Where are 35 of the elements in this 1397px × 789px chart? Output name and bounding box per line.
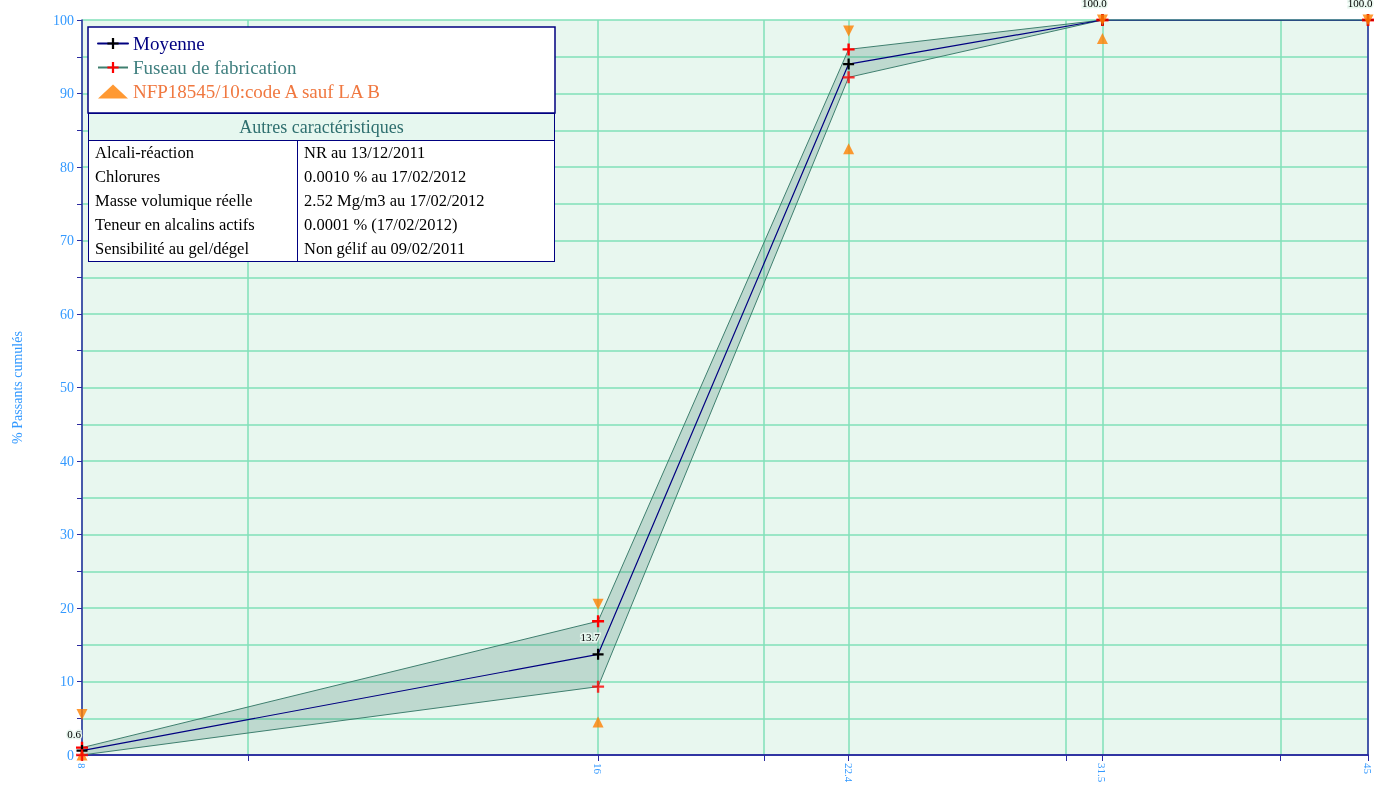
x-tick-label: 22.4 [842,763,855,783]
x-tick-label: 31.5 [1096,763,1109,783]
x-tick-label: 45 [1362,763,1374,775]
y-tick-label: 30 [60,527,74,542]
y-tick-label: 40 [60,453,74,469]
annotation: 2.52 Mg/m3 au 17/02/2012 [303,190,486,212]
annotation: Alcali-réaction [89,141,298,165]
annotation: Masse volumique réelle [89,189,298,213]
annotation: Non gélif au 09/02/2011 [303,238,467,260]
annotation: Chlorures [89,165,298,189]
annotation: Sensibilité au gel/dégel [89,237,298,261]
data-label: 13.7 [580,631,601,644]
y-tick-label: 60 [60,306,74,322]
y-tick-label: 10 [60,674,74,689]
annotation: 0.0010 % au 17/02/2012 [303,166,468,188]
annotation: 0.0001 % (17/02/2012) [303,214,459,236]
y-tick-label: 20 [60,600,74,616]
legend-label: Fuseau de fabrication [133,57,298,78]
data-label: 100.0 [1082,0,1108,9]
x-tick-label: 16 [592,763,605,775]
y-tick-label: 0 [67,747,74,763]
legend-label: NFP18545/10:code A sauf LA B [133,81,381,102]
y-tick-label: 100 [53,12,74,28]
y-tick-label: 90 [60,86,74,101]
y-tick-label: 80 [60,159,74,175]
annotation: Autres caractéristiques [89,114,554,141]
annotation: Teneur en alcalins actifs [89,213,298,237]
data-label: 0.6 [67,727,82,740]
y-tick-label: 50 [60,380,74,395]
annotation: NR au 13/12/2011 [303,142,427,164]
data-label: 100.0 [1347,0,1373,9]
x-tick-label: 8 [76,763,88,769]
legend-label: Moyenne [133,33,205,54]
y-axis-title: % Passants cumulés [9,331,25,444]
y-tick-label: 70 [60,233,74,248]
